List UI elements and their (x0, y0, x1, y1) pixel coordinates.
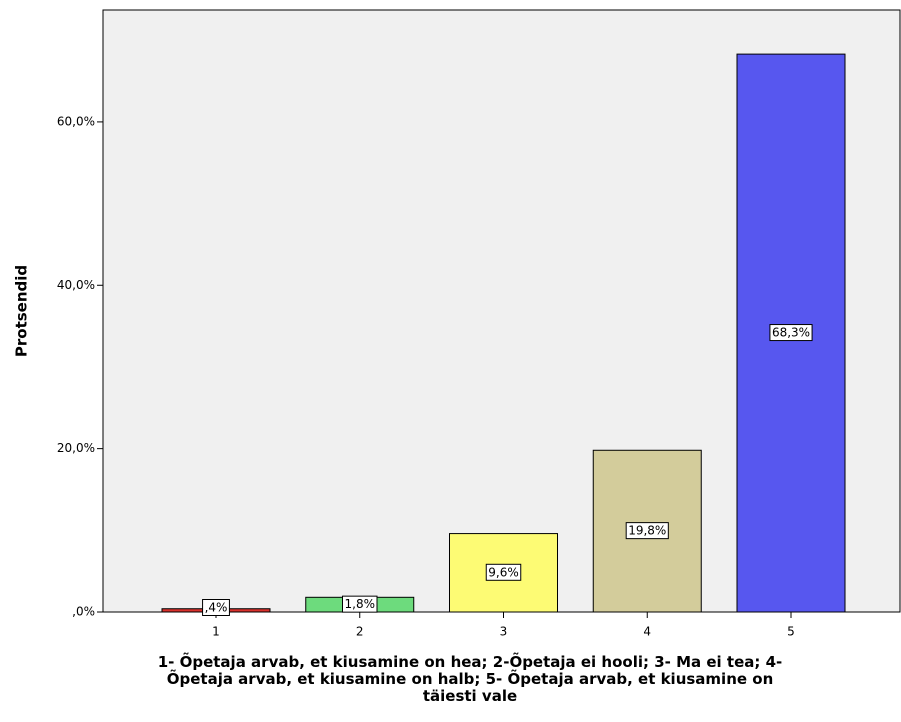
y-tick-label: ,0% (72, 605, 95, 619)
y-tick-label: 40,0% (57, 278, 95, 292)
data-label-box (202, 599, 230, 616)
data-label: 68,3% (772, 326, 810, 340)
data-label: 1,8% (345, 597, 376, 611)
x-tick-label: 4 (643, 625, 651, 639)
x-tick-label: 1 (212, 625, 220, 639)
data-label-box (769, 324, 813, 342)
data-label: 19,8% (628, 524, 666, 538)
data-label: ,4% (205, 601, 228, 615)
y-tick-label: 20,0% (57, 441, 95, 455)
x-tick-label: 2 (356, 625, 364, 639)
y-axis-label: Protsendid (13, 265, 31, 357)
x-tick-label: 3 (500, 625, 508, 639)
x-axis-label: 1- Õpetaja arvab, et kiusamine on hea; 2… (157, 653, 783, 705)
data-label-box (625, 522, 669, 540)
data-label-box (485, 563, 522, 581)
x-tick-label: 5 (787, 625, 795, 639)
data-label-box (342, 595, 378, 613)
data-label: 9,6% (488, 565, 519, 579)
y-tick-label: 60,0% (57, 114, 95, 128)
